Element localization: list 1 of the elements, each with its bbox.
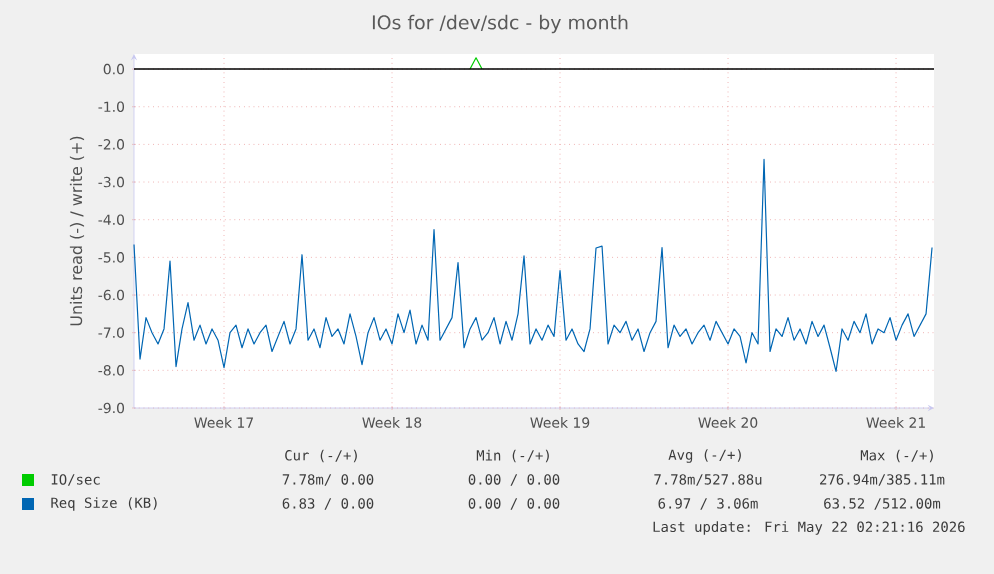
chart-title: IOs for /dev/sdc - by month [372, 14, 628, 34]
